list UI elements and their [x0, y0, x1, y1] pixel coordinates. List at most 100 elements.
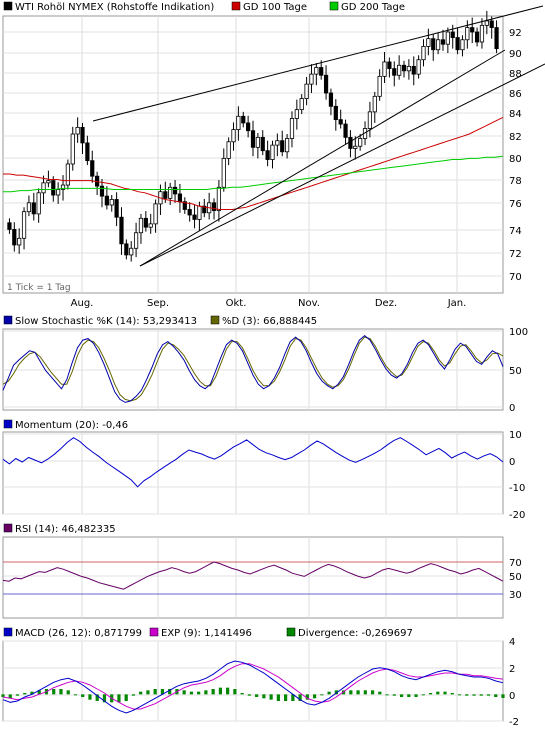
- candle-body: [163, 191, 168, 199]
- divergence-bar: [291, 694, 295, 701]
- candle-body: [241, 115, 246, 124]
- panel-frame: [2, 640, 504, 722]
- legend-label: GD 100 Tage: [243, 2, 307, 13]
- divergence-bar: [88, 694, 92, 700]
- candle-body: [90, 160, 95, 177]
- y-tick-label: -20: [509, 510, 525, 521]
- divergence-bar: [153, 689, 157, 695]
- legend-swatch: [231, 1, 241, 11]
- legend-swatch: [3, 627, 13, 637]
- divergence-bar: [124, 694, 128, 701]
- divergence-bar: [479, 694, 483, 696]
- divergence-bar: [269, 694, 273, 700]
- y-tick-label: 2: [509, 664, 515, 675]
- candle-body: [138, 217, 144, 234]
- candle-body: [133, 232, 139, 249]
- candle-body: [319, 67, 324, 76]
- candle-body: [426, 38, 431, 47]
- candle-body: [275, 140, 280, 146]
- series-line-momentum: [2, 437, 504, 488]
- candle-body: [314, 67, 319, 75]
- candle-body: [250, 130, 256, 148]
- legend-swatch: [3, 419, 13, 429]
- legend-swatch: [286, 627, 296, 637]
- legend-swatch: [3, 1, 13, 11]
- candle-body: [397, 64, 402, 76]
- candle-body: [421, 46, 426, 61]
- divergence-bar: [327, 691, 331, 695]
- candle-body: [148, 223, 153, 228]
- divergence-bar: [284, 694, 288, 701]
- candle-body: [197, 205, 202, 220]
- y-tick-label: -10: [509, 483, 525, 494]
- candle-body: [450, 31, 455, 38]
- legend-label: RSI (14): 46,482335: [15, 524, 116, 535]
- y-tick-label: 0: [509, 457, 515, 468]
- series-line-exp: [2, 663, 504, 710]
- candle-body: [372, 95, 377, 113]
- y-tick-label: 70: [509, 558, 522, 569]
- x-tick-label: Sep.: [147, 298, 169, 309]
- legend-label: Divergence: -0,269697: [298, 628, 413, 639]
- trend-line: [92, 5, 544, 122]
- divergence-bar: [15, 694, 20, 696]
- candle-body: [289, 118, 295, 139]
- candle-body: [46, 180, 51, 184]
- divergence-bar: [312, 694, 317, 699]
- candle-body: [377, 75, 382, 97]
- y-tick-label: 70: [509, 272, 522, 283]
- candle-body: [99, 185, 105, 197]
- candle-body: [75, 126, 80, 135]
- y-tick-label: 0: [509, 691, 515, 702]
- divergence-bar: [501, 694, 505, 698]
- y-tick-label: 100: [509, 327, 528, 338]
- divergence-bar: [8, 694, 12, 699]
- candle-body: [255, 136, 260, 148]
- candle-body: [192, 214, 197, 220]
- divergence-bar: [204, 690, 208, 695]
- candle-body: [494, 27, 499, 50]
- divergence-bar: [23, 693, 27, 695]
- divergence-bar: [443, 691, 447, 695]
- divergence-bar: [102, 694, 107, 703]
- y-tick-label: -2: [509, 717, 519, 728]
- divergence-bar: [392, 694, 396, 696]
- candle-body: [406, 65, 411, 72]
- candle-body: [129, 247, 134, 256]
- candle-body: [70, 133, 75, 165]
- divergence-bar: [494, 694, 498, 697]
- candle-body: [474, 31, 480, 43]
- candle-body: [143, 217, 148, 228]
- candle-body: [304, 83, 309, 99]
- candle-body: [328, 92, 334, 107]
- candle-body: [41, 182, 46, 194]
- divergence-bar: [197, 691, 201, 695]
- candle-body: [299, 98, 304, 111]
- candle-body: [21, 211, 27, 239]
- divergence-bar: [276, 694, 280, 701]
- candle-body: [168, 186, 173, 199]
- divergence-bar: [189, 691, 194, 695]
- candle-body: [187, 209, 192, 216]
- divergence-bar: [465, 694, 469, 696]
- candle-body: [119, 216, 124, 245]
- divergence-bar: [160, 689, 165, 695]
- legend-swatch: [329, 1, 339, 11]
- y-tick-label: 10: [509, 430, 522, 441]
- candle-body: [470, 27, 475, 33]
- candle-body: [65, 163, 70, 186]
- divergence-bar: [131, 694, 136, 696]
- candle-body: [17, 237, 22, 246]
- candle-body: [392, 68, 397, 76]
- divergence-bar: [139, 691, 143, 695]
- candle-body: [343, 123, 348, 138]
- candle-body: [211, 202, 217, 211]
- divergence-bar: [240, 693, 244, 695]
- candle-body: [56, 189, 61, 196]
- candle-body: [411, 65, 416, 75]
- legend-swatch: [3, 315, 13, 325]
- candle-body: [85, 142, 90, 162]
- legend-swatch: [210, 315, 220, 325]
- divergence-bar: [305, 694, 309, 700]
